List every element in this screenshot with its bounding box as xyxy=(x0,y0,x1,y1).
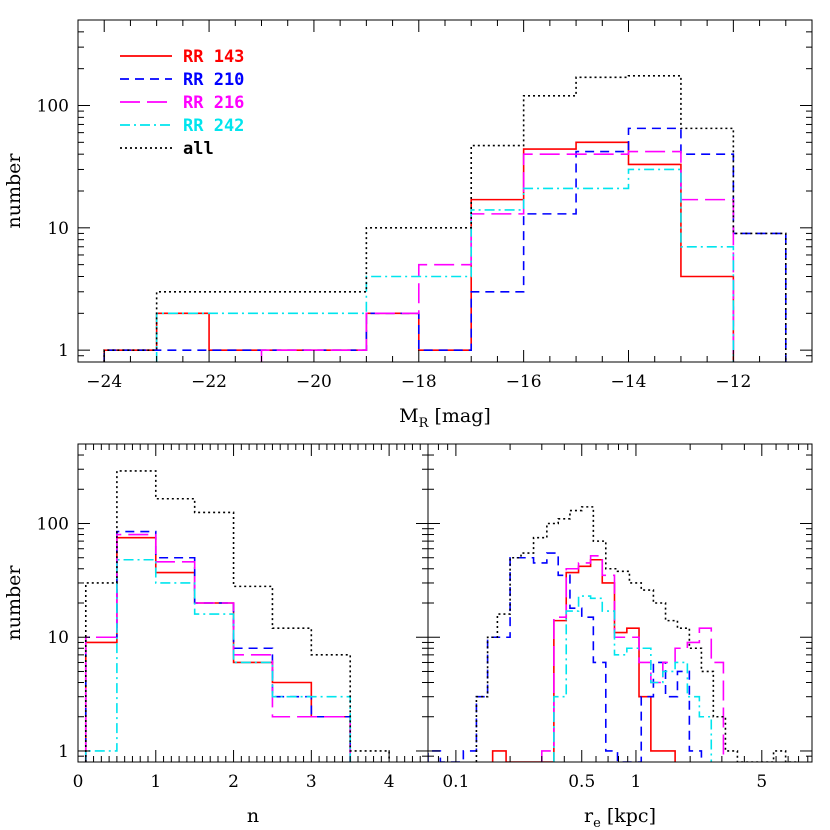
y-tick-label: 100 xyxy=(37,97,69,117)
x-tick-label: 4 xyxy=(384,772,395,792)
x-tick-label: 1 xyxy=(150,772,161,792)
y-tick-label: 1 xyxy=(58,742,69,762)
x-tick-label: 0.1 xyxy=(442,772,469,792)
histogram-rr-242 xyxy=(155,168,735,362)
y-tick-label: 1 xyxy=(58,341,69,361)
x-tick-label: 3 xyxy=(306,772,317,792)
x-tick-label: 5 xyxy=(756,772,767,792)
y-tick-label: 100 xyxy=(37,515,69,535)
ticks xyxy=(427,443,812,763)
y-axis-label: number xyxy=(3,565,25,641)
series-group xyxy=(84,470,390,762)
histogram-rr-210 xyxy=(428,552,703,762)
x-axis-label: n xyxy=(247,805,259,827)
x-tick-label: 0 xyxy=(73,772,84,792)
series-group xyxy=(103,74,787,362)
legend-label: RR 242 xyxy=(183,116,244,136)
x-axis-label-sub: e xyxy=(593,816,601,830)
y-axis-label: number xyxy=(3,153,25,229)
x-axis-label-main: r xyxy=(584,805,594,827)
x-axis-label-unit: [mag] xyxy=(428,405,490,427)
histogram-all xyxy=(103,74,787,362)
histogram-rr-210 xyxy=(84,530,352,762)
x-tick-label: −18 xyxy=(401,372,437,392)
plot-frame xyxy=(427,443,813,763)
x-tick-label: 1 xyxy=(631,772,642,792)
x-tick-label: −22 xyxy=(191,372,227,392)
x-tick-label: −16 xyxy=(506,372,542,392)
plot-frame xyxy=(77,443,429,763)
histogram-rr-242 xyxy=(84,558,352,762)
x-tick-label: −12 xyxy=(715,372,751,392)
legend-label: RR 216 xyxy=(183,93,244,113)
legend-label: RR 210 xyxy=(183,70,244,90)
x-axis-label-sub: R xyxy=(419,416,430,431)
x-tick-label: 0.5 xyxy=(568,772,595,792)
ticks xyxy=(77,19,813,363)
x-tick-label: 2 xyxy=(228,772,239,792)
x-axis-label: MR [mag] xyxy=(399,405,491,431)
legend-label: RR 143 xyxy=(183,47,244,67)
legend-label: all xyxy=(183,139,214,159)
x-axis-label-main: M xyxy=(399,405,418,427)
panel-mr-histogram: 1 10 100 −24 −22 −20 −18 −16 −14 −12 MR [mag] numbe… xyxy=(3,19,813,431)
legend: RR 143 RR 210 RR 216 RR 242 all xyxy=(120,47,244,159)
histogram-rr-143 xyxy=(491,558,676,762)
histogram-rr-210 xyxy=(103,127,787,362)
panel-re-histogram: 0.1 0.5 1 5 re [kpc] xyxy=(427,443,813,830)
histogram-all xyxy=(475,506,798,762)
x-axis-label: re [kpc] xyxy=(584,805,656,830)
histogram-rr-242 xyxy=(553,595,713,762)
x-tick-label: −24 xyxy=(86,372,122,392)
x-axis-label-unit: [kpc] xyxy=(601,805,656,827)
ticks xyxy=(77,443,429,763)
histogram-all xyxy=(84,470,390,762)
x-tick-label: −20 xyxy=(296,372,332,392)
y-tick-label: 10 xyxy=(47,219,69,239)
histogram-rr-216 xyxy=(260,150,735,362)
histogram-rr-216 xyxy=(84,533,352,762)
x-tick-label: −14 xyxy=(611,372,647,392)
series-group xyxy=(428,506,798,762)
histogram-rr-216 xyxy=(541,555,725,762)
y-tick-label: 10 xyxy=(47,628,69,648)
